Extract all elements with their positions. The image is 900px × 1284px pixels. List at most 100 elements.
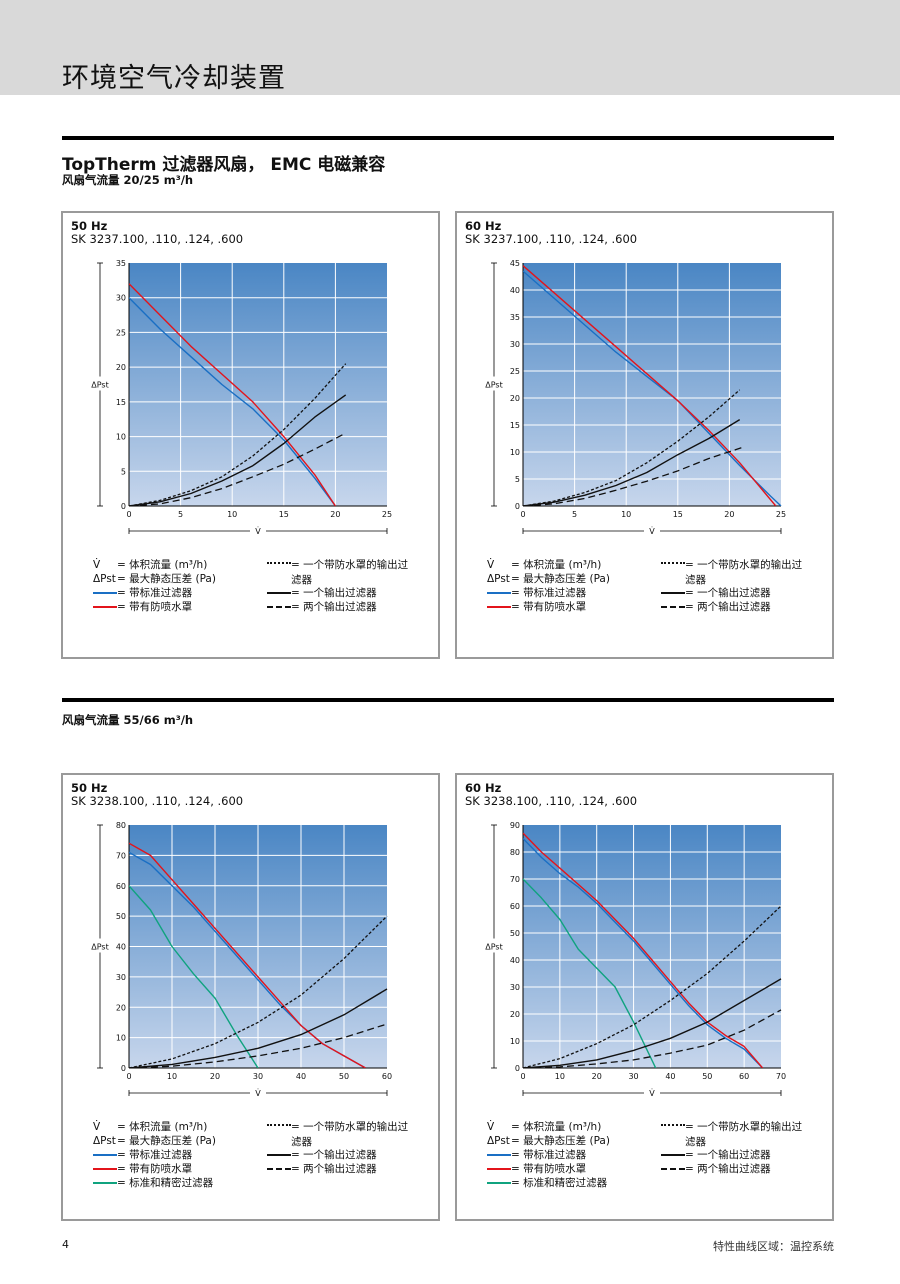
frequency-label: 60 Hz [465, 219, 502, 233]
legend-solid-one-outlet-text: = 一个输出过滤器 [291, 587, 377, 599]
series-line-red [129, 842, 366, 1068]
series-line-dotted [129, 915, 388, 1068]
y-tick-label: 20 [510, 1010, 520, 1019]
footer-text: 特性曲线区域：温控系统 [713, 1240, 834, 1253]
model-label: SK 3238.100, .110, .124, .600 [465, 794, 638, 808]
series-line-blue [129, 297, 336, 506]
x-label-bg [250, 525, 266, 537]
legend-red-spray-cover-text: = 带有防喷水罩 [117, 601, 193, 613]
legend-blue-standard-filter: = 带标准过滤器 [487, 1147, 586, 1162]
y-tick-label: 70 [116, 851, 126, 860]
legend-dp-symbol: ΔPst [487, 1135, 510, 1147]
legend-v-symbol: V̇ [487, 559, 495, 571]
legend-green-fine-filter: = 标准和精密过滤器 [487, 1175, 607, 1190]
legend-dashed-two-outlets-text: = 两个输出过滤器 [291, 1163, 377, 1175]
y-tick-label: 35 [116, 259, 126, 268]
legend-volume-flow-text: = 体积流量 (m³/h) [511, 1121, 602, 1133]
y-tick-label: 20 [116, 1003, 126, 1012]
legend-dotted-waterproof-outlet-text: = 一个带防水罩的输出过滤器 [685, 1121, 803, 1148]
frequency-label: 50 Hz [71, 781, 108, 795]
chart-panel-3238-50hz: 50 Hz SK 3238.100, .110, .124, .600 0 10 2… [61, 773, 440, 1221]
y-tick-label: 20 [510, 394, 520, 403]
y-tick-label: 20 [116, 363, 126, 372]
x-label-bg [250, 1087, 266, 1099]
legend-v-symbol: V̇ [93, 559, 101, 571]
x-tick-label: 10 [555, 1072, 565, 1081]
legend-dotted-waterproof-outlet-text: = 一个带防水罩的输出过滤器 [291, 1121, 409, 1148]
legend-pressure-text: = 最大静态压差 (Pa) [511, 573, 610, 585]
series-line-dashed [523, 445, 746, 506]
legend-dashed-two-outlets-text: = 两个输出过滤器 [291, 601, 377, 613]
legend-solid-one-outlet: = 一个输出过滤器 [661, 585, 771, 600]
airflow-subtitle-large: 风扇气流量 55/66 m³/h [62, 713, 194, 727]
legend-dashed-two-outlets: = 两个输出过滤器 [267, 599, 377, 614]
y-tick-label: 30 [510, 340, 520, 349]
chart-svg: 0 10 20 30 40 50 60 70 80 0 10 20 30 40 50 60 ΔPst V̇ [91, 821, 392, 1099]
y-tick-label: 10 [116, 433, 126, 442]
y-tick-label: 0 [121, 1064, 126, 1073]
x-tick-label: 0 [126, 510, 131, 519]
legend-volume-flow: V̇ = 体积流量 (m³/h) [93, 557, 207, 572]
legend-red-spray-cover-text: = 带有防喷水罩 [511, 1163, 587, 1175]
x-tick-label: 5 [178, 510, 183, 519]
legend-volume-flow-text: = 体积流量 (m³/h) [117, 559, 208, 571]
series-line-green [523, 878, 657, 1068]
y-tick-label: 40 [510, 286, 520, 295]
series-line-solid [523, 419, 741, 506]
series-line-green [129, 885, 259, 1068]
series-line-blue [523, 838, 764, 1068]
x-tick-label: 5 [572, 510, 577, 519]
legend-red-spray-cover: = 带有防喷水罩 [93, 1161, 192, 1176]
y-tick-label: 40 [116, 943, 126, 952]
legend-dp-symbol: ΔPst [93, 1135, 116, 1147]
legend-green-fine-filter: = 标准和精密过滤器 [93, 1175, 213, 1190]
x-tick-label: 0 [126, 1072, 131, 1081]
y-tick-label: 45 [510, 259, 520, 268]
x-axis-label: V̇ [255, 1088, 261, 1098]
legend-volume-flow: V̇ = 体积流量 (m³/h) [93, 1119, 207, 1134]
x-tick-label: 20 [330, 510, 340, 519]
series-line-dotted [523, 389, 741, 506]
legend-solid-one-outlet: = 一个输出过滤器 [267, 585, 377, 600]
chart-svg: 0 5 10 15 20 25 30 35 0 5 10 15 20 25 ΔPst V̇ [91, 259, 392, 537]
series-line-dashed [129, 432, 346, 506]
legend-blue-standard-filter-text: = 带标准过滤器 [117, 1149, 193, 1161]
y-tick-label: 70 [510, 875, 520, 884]
series-line-solid [523, 978, 782, 1068]
legend-dp-symbol: ΔPst [487, 573, 510, 585]
section-title: TopTherm 过滤器风扇， EMC 电磁兼容 [62, 155, 386, 175]
legend-pressure: ΔPst= 最大静态压差 (Pa) [93, 571, 216, 586]
legend-pressure-text: = 最大静态压差 (Pa) [511, 1135, 610, 1147]
chart-svg: 0 5 10 15 20 25 30 35 40 45 0 5 10 15 20 25 ΔPst V̇ [485, 259, 786, 537]
y-tick-label: 0 [121, 502, 126, 511]
legend-pressure-text: = 最大静态压差 (Pa) [117, 573, 216, 585]
legend-volume-flow-text: = 体积流量 (m³/h) [511, 559, 602, 571]
legend-solid-one-outlet: = 一个输出过滤器 [661, 1147, 771, 1162]
y-tick-label: 35 [510, 313, 520, 322]
legend-blue-standard-filter-text: = 带标准过滤器 [511, 587, 587, 599]
legend-pressure: ΔPst= 最大静态压差 (Pa) [487, 571, 610, 586]
y-axis-label: ΔPst [485, 943, 502, 952]
x-label-bg [644, 525, 660, 537]
y-tick-label: 40 [510, 956, 520, 965]
x-tick-label: 60 [382, 1072, 392, 1081]
x-tick-label: 15 [279, 510, 289, 519]
x-axis-label: V̇ [649, 1088, 655, 1098]
model-label: SK 3237.100, .110, .124, .600 [465, 232, 638, 246]
legend-red-spray-cover: = 带有防喷水罩 [487, 599, 586, 614]
chart-svg: 0 10 20 30 40 50 60 70 80 90 0 10 20 30 40 50 60 70 ΔPst V̇ [485, 821, 786, 1099]
x-tick-label: 25 [776, 510, 786, 519]
y-label-bg [91, 376, 109, 391]
legend-dotted-waterproof-outlet: = 一个带防水罩的输出过滤器 [661, 557, 811, 587]
section-rule [62, 136, 834, 140]
airflow-subtitle-small: 风扇气流量 20/25 m³/h [62, 173, 194, 187]
y-tick-label: 15 [116, 398, 126, 407]
legend-blue-standard-filter: = 带标准过滤器 [93, 1147, 192, 1162]
x-tick-label: 10 [621, 510, 631, 519]
series-line-solid [129, 988, 388, 1068]
legend-solid-one-outlet-text: = 一个输出过滤器 [685, 1149, 771, 1161]
y-tick-label: 60 [510, 902, 520, 911]
chart-panel-3237-60hz: 60 Hz SK 3237.100, .110, .124, .600 0 5 10… [455, 211, 834, 659]
legend-dp-symbol: ΔPst [93, 573, 116, 585]
y-tick-label: 15 [510, 421, 520, 430]
